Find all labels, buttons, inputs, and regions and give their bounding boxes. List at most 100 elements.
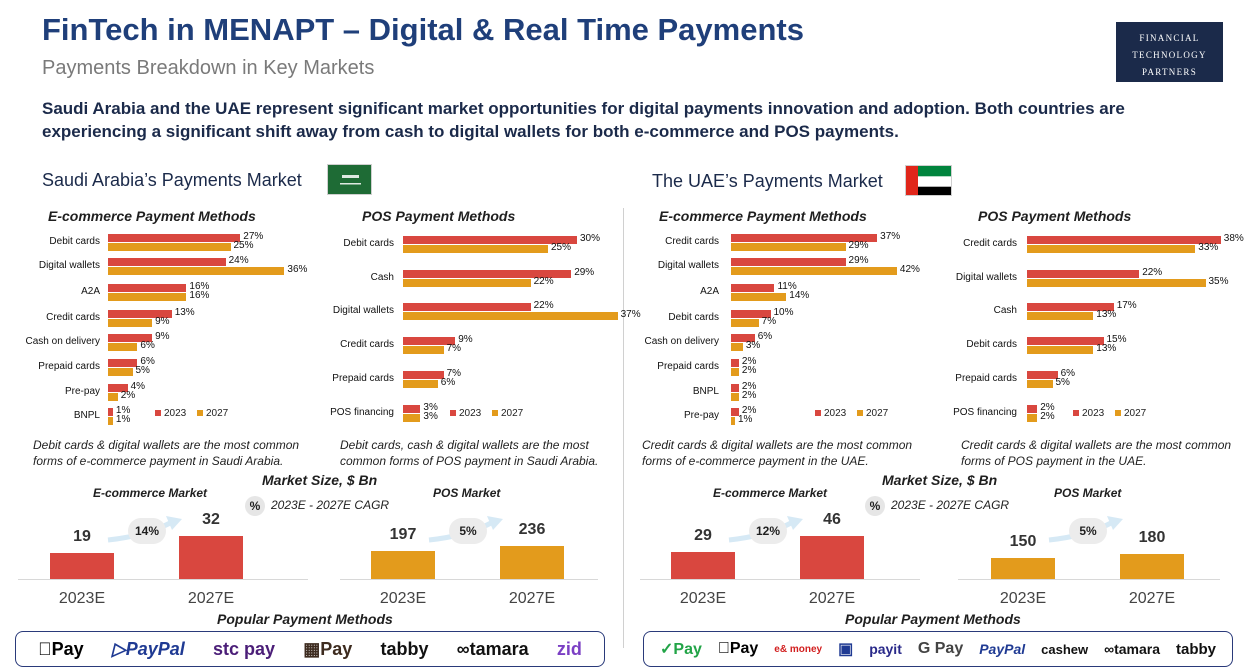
- category-label: Prepaid cards: [955, 373, 1017, 384]
- data-label: 2%: [741, 356, 757, 367]
- category-label: A2A: [700, 286, 719, 297]
- bar-2027: [403, 414, 421, 422]
- saudi-pos-title: POS Payment Methods: [362, 208, 516, 224]
- cagr-badge: 14%: [128, 518, 166, 544]
- bar-2027: [108, 243, 231, 251]
- category-label: Digital wallets: [657, 260, 719, 271]
- year-label: 2023E: [679, 590, 727, 607]
- bar-2027: [1027, 414, 1038, 422]
- bar-2027: [731, 293, 787, 301]
- data-label: 35%: [1208, 276, 1229, 287]
- data-label: 29%: [848, 240, 869, 251]
- data-label: 9%: [155, 316, 170, 327]
- bar-2027: [731, 368, 739, 376]
- apple-pay-logo: Pay: [718, 640, 758, 657]
- market-value: 236: [518, 520, 546, 538]
- market-bar: [500, 545, 564, 579]
- bar-2023: [731, 310, 771, 318]
- data-label: 30%: [580, 233, 601, 244]
- category-label: Digital wallets: [332, 305, 394, 316]
- year-label: 2027E: [808, 590, 856, 607]
- data-label: 5%: [135, 365, 150, 376]
- category-label: Cash on delivery: [25, 336, 100, 347]
- data-label: 17%: [1116, 300, 1137, 311]
- saudi-flag-icon: [327, 164, 372, 195]
- uae-cagr-legend: 2023E - 2027E CAGR: [891, 498, 1010, 512]
- data-label: 16%: [189, 290, 210, 301]
- bar-2027: [108, 319, 153, 327]
- data-label: 24%: [228, 255, 249, 266]
- market-bar: [179, 535, 243, 579]
- saudi-pos-market-label: POS Market: [433, 486, 501, 500]
- market-value: 46: [823, 511, 841, 529]
- page-subtitle: Payments Breakdown in Key Markets: [42, 57, 375, 79]
- legend-2027: 2027: [857, 408, 888, 419]
- category-label: POS financing: [330, 407, 394, 418]
- section-divider: [623, 208, 624, 648]
- data-label: 10%: [773, 307, 794, 318]
- market-bar: [991, 558, 1055, 579]
- apple-pay-logo: Pay: [38, 638, 84, 659]
- category-label: Debit cards: [49, 236, 100, 247]
- e-and-money-logo: e& money: [765, 643, 822, 655]
- uae-popular-title: Popular Payment Methods: [845, 611, 1021, 627]
- category-label: Pre-pay: [683, 410, 719, 421]
- bar-2023: [108, 408, 113, 416]
- cagr-badge: 12%: [749, 518, 787, 544]
- data-label: 11%: [777, 281, 797, 292]
- saudi-popular-title: Popular Payment Methods: [217, 611, 393, 627]
- uae-flag-icon: [905, 165, 952, 196]
- saudi-section-title: Saudi Arabia’s Payments Market: [42, 170, 302, 190]
- category-label: Credit cards: [963, 238, 1017, 249]
- bar-2023: [731, 258, 846, 266]
- saudi-payment-logos: Pay ▷PayPal stc pay ▦Pay tabby ∞tamara …: [15, 631, 605, 667]
- market-bar: [800, 536, 864, 579]
- paypal-logo: ▷PayPal: [101, 638, 185, 659]
- cashew-logo: cashew: [1038, 641, 1088, 657]
- saudi-ecom-market-label: E-commerce Market: [93, 486, 208, 500]
- bar-2023: [403, 371, 444, 379]
- saudi-cagr-badge-icon: %: [245, 496, 265, 516]
- legend-2023: 2023: [1073, 408, 1104, 419]
- category-label: Credit cards: [340, 339, 394, 350]
- data-label: 9%: [458, 334, 473, 345]
- logo-line: FINANCIAL: [1139, 33, 1200, 43]
- bar-2027: [108, 417, 113, 425]
- year-label: 2023E: [58, 590, 106, 607]
- year-label: 2023E: [999, 590, 1047, 607]
- bar-2027: [1027, 312, 1094, 320]
- bar-2023: [731, 284, 775, 292]
- axis-line: [640, 579, 920, 580]
- category-label: Prepaid cards: [657, 361, 719, 372]
- category-label: Cash: [993, 305, 1017, 316]
- data-label: 22%: [533, 276, 554, 287]
- data-label: 2%: [741, 365, 757, 376]
- uae-cagr-badge-icon: %: [865, 496, 885, 516]
- data-label: 2%: [1040, 411, 1055, 422]
- bar-2027: [731, 393, 739, 401]
- saudi-cagr-legend: 2023E - 2027E CAGR: [271, 498, 390, 512]
- category-label: Digital wallets: [38, 260, 100, 271]
- category-label: Credit cards: [46, 312, 100, 323]
- market-value: 197: [389, 526, 417, 544]
- uae-payment-logos: ✓Pay Pay e& money ▣ payit G Pay PayPal …: [643, 631, 1233, 667]
- bar-2027: [108, 267, 285, 275]
- data-label: 6%: [440, 377, 456, 388]
- market-value: 29: [694, 527, 712, 545]
- bar-2027: [731, 267, 897, 275]
- bar-2023: [403, 303, 531, 311]
- category-label: BNPL: [73, 410, 100, 421]
- payit-logo: payit: [862, 641, 902, 657]
- bar-2027: [1027, 346, 1094, 354]
- category-label: Pre-pay: [64, 386, 100, 397]
- category-label: BNPL: [692, 386, 719, 397]
- data-label: 2%: [741, 381, 757, 392]
- uae-section-title: The UAE’s Payments Market: [652, 171, 883, 191]
- bar-2023: [108, 334, 153, 342]
- saudi-ecom-note: Debit cards & digital wallets are the mo…: [33, 438, 300, 468]
- uae-pos-market-label: POS Market: [1054, 486, 1122, 500]
- data-label: 7%: [446, 343, 462, 354]
- bar-2023: [1027, 405, 1038, 413]
- market-bar: [1120, 553, 1184, 579]
- bar-2023: [1027, 270, 1140, 278]
